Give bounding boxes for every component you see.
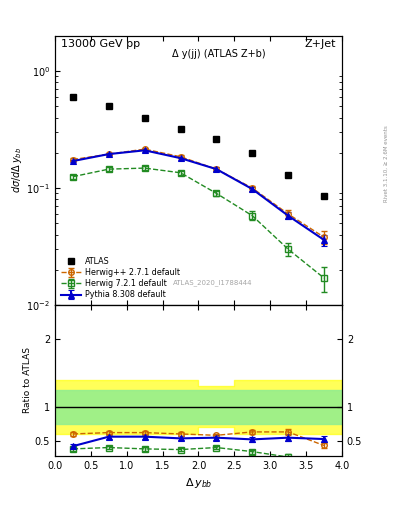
ATLAS <box>71 94 75 100</box>
Text: ATLAS_2020_I1788444: ATLAS_2020_I1788444 <box>173 280 253 286</box>
ATLAS <box>286 172 290 178</box>
ATLAS <box>142 115 147 121</box>
ATLAS <box>321 193 326 199</box>
ATLAS <box>178 126 183 132</box>
Legend: ATLAS, Herwig++ 2.7.1 default, Herwig 7.2.1 default, Pythia 8.308 default: ATLAS, Herwig++ 2.7.1 default, Herwig 7.… <box>59 255 182 301</box>
Y-axis label: Ratio to ATLAS: Ratio to ATLAS <box>23 347 32 413</box>
Text: Δ y(jj) (ATLAS Z+b): Δ y(jj) (ATLAS Z+b) <box>172 49 265 59</box>
X-axis label: $\Delta\,y_{bb}$: $\Delta\,y_{bb}$ <box>185 476 212 490</box>
Line: ATLAS: ATLAS <box>70 94 327 200</box>
ATLAS <box>250 150 255 156</box>
ATLAS <box>214 136 219 142</box>
Y-axis label: $d\sigma/d\Delta\,y_{bb}$: $d\sigma/d\Delta\,y_{bb}$ <box>9 147 24 194</box>
Text: 13000 GeV pp: 13000 GeV pp <box>61 38 140 49</box>
ATLAS <box>107 103 111 110</box>
Text: Rivet 3.1.10, ≥ 2.6M events: Rivet 3.1.10, ≥ 2.6M events <box>384 125 389 202</box>
Text: Z+Jet: Z+Jet <box>305 38 336 49</box>
